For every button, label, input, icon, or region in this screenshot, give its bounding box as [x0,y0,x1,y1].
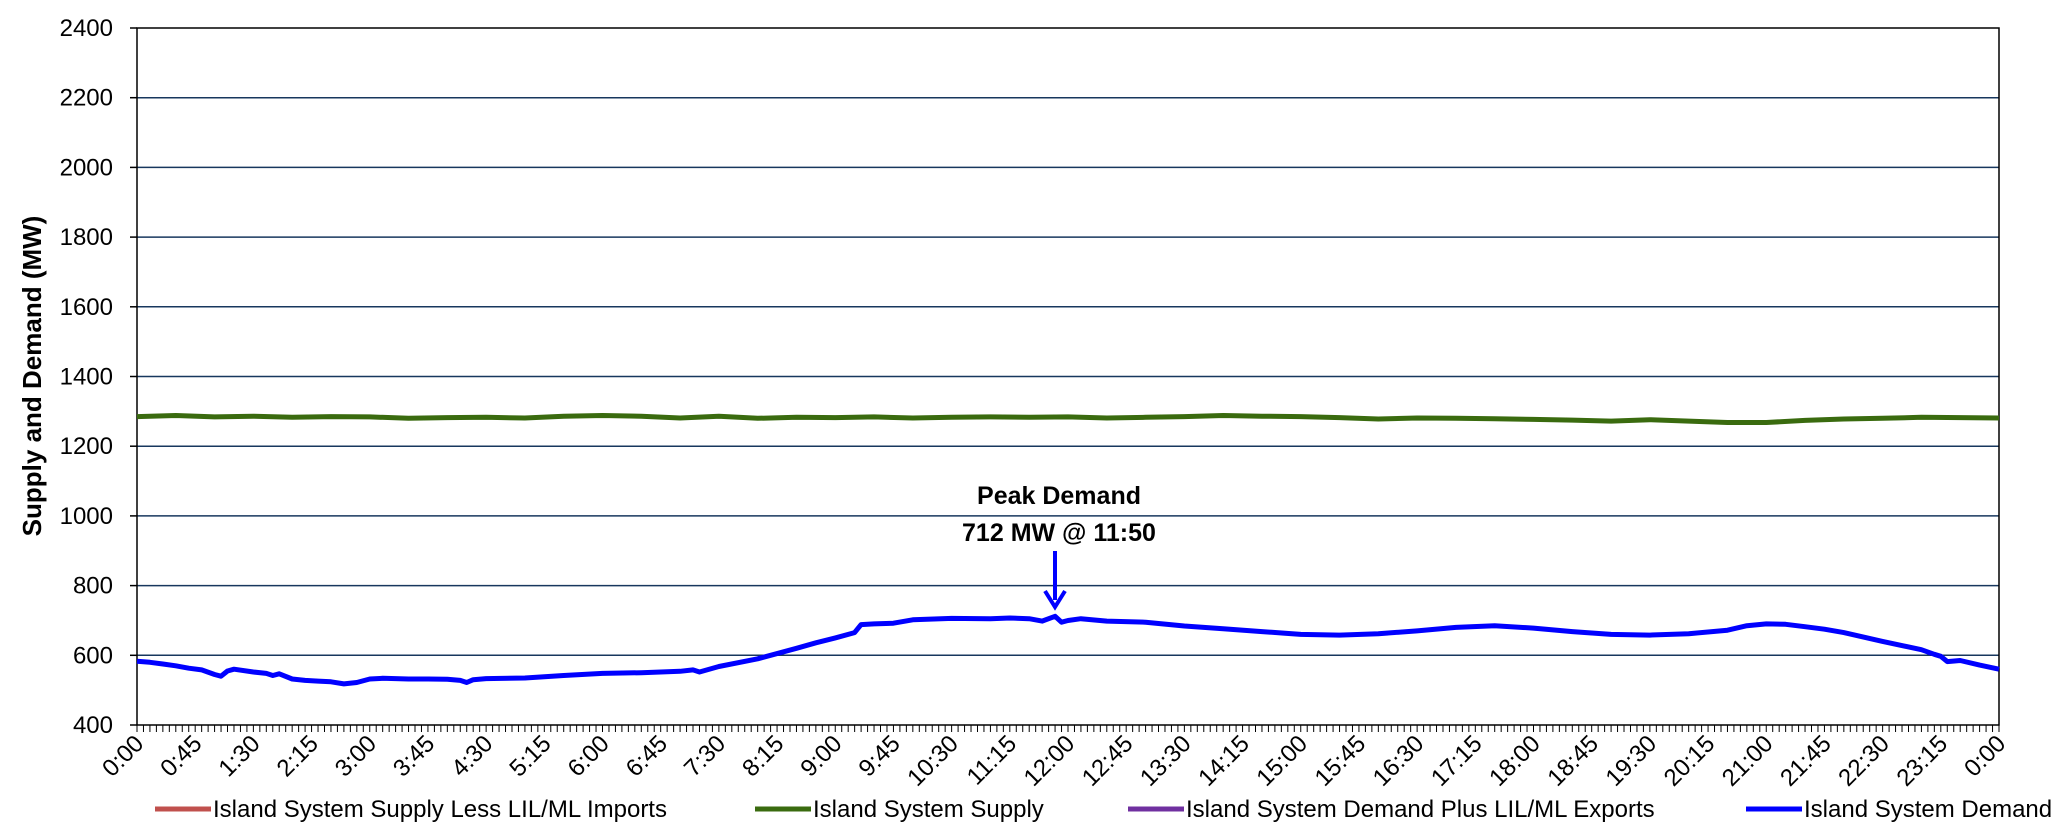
y-tick-label: 800 [73,573,113,600]
gridlines [137,96,1999,657]
peak-annotation-value: 712 MW @ 11:50 [962,519,1156,547]
legend: Island System Supply Less LIL/ML Imports… [155,796,2052,823]
y-tick-label: 600 [73,642,113,669]
legend-label-1: Island System Supply [813,796,1044,823]
y-tick-label: 400 [73,712,113,739]
peak-annotation: Peak Demand 712 MW @ 11:50 [962,482,1156,611]
y-tick-label: 1400 [60,364,113,391]
y-tick-label: 1600 [60,294,113,321]
y-tick-label: 2000 [60,154,113,181]
y-axis-title: Supply and Demand (MW) [17,216,47,537]
series-line-1 [136,413,2000,425]
x-axis-minor-ticks [136,725,2000,732]
y-tick-label: 1000 [60,503,113,530]
legend-label-2: Island System Demand Plus LIL/ML Exports [1186,796,1655,823]
peak-arrow-head [1043,589,1067,611]
y-tick-label: 1200 [60,433,113,460]
y-tick-label: 2200 [60,85,113,112]
legend-label-0: Island System Supply Less LIL/ML Imports [213,796,667,823]
y-tick-label: 1800 [60,224,113,251]
series-layer [136,413,2000,687]
y-axis-ticks: 400 600 800 1000 1200 1400 1600 1800 2000 2200 240… [60,15,137,739]
peak-annotation-title: Peak Demand [977,482,1141,510]
legend-label-3: Island System Demand [1804,796,2052,823]
y-tick-label: 2400 [60,15,113,42]
series-line-3 [136,613,2000,687]
